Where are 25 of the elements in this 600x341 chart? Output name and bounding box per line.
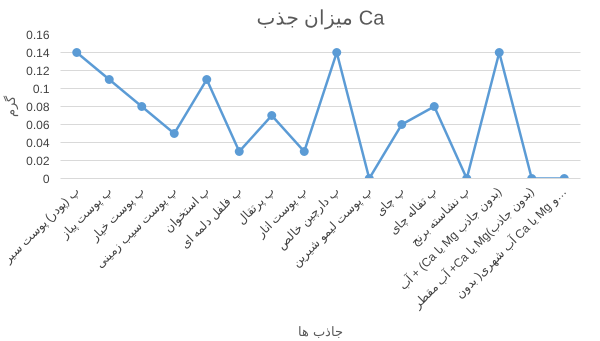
y-tick-label: 0.1	[32, 82, 50, 96]
y-tick-label: 0.02	[26, 154, 50, 168]
point	[300, 147, 309, 156]
point	[267, 111, 276, 120]
y-tick-label: 0.08	[26, 100, 50, 114]
point	[397, 120, 406, 129]
point	[332, 48, 342, 57]
y-tick-label: 0.16	[26, 28, 50, 42]
point	[494, 48, 504, 57]
y-tick-label: 0.12	[26, 64, 50, 78]
point	[430, 102, 439, 111]
chart-title: میزان جذب Ca	[256, 8, 386, 30]
point	[104, 75, 114, 84]
y-tick-label: 0.04	[26, 136, 50, 150]
point	[234, 147, 244, 156]
y-axis-title: گرم	[3, 95, 20, 117]
y-tick-label: 0	[42, 172, 50, 186]
y-tick-label: 0.06	[26, 118, 50, 132]
point	[137, 102, 146, 111]
y-tick-label: 0.14	[26, 46, 50, 60]
x-axis-title: جاذب ها	[298, 324, 343, 339]
point	[72, 48, 82, 57]
point	[202, 75, 212, 84]
x-tick-label: پ چای	[372, 184, 407, 219]
point	[170, 129, 179, 138]
